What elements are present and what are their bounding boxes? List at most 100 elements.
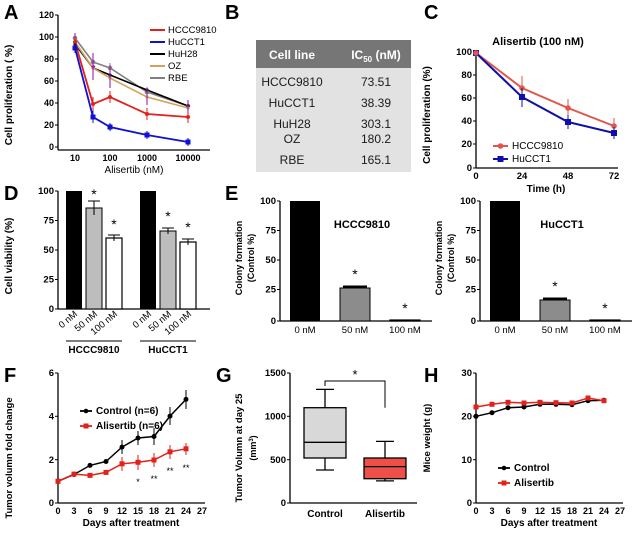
svg-text:3: 3 (489, 506, 494, 516)
svg-text:2: 2 (49, 455, 54, 466)
svg-text:Tumor Volumn at day 25: Tumor Volumn at day 25 (234, 393, 245, 503)
svg-text:*: * (91, 186, 97, 202)
svg-text:HuH28: HuH28 (273, 117, 311, 131)
svg-text:Alisertib (n=6): Alisertib (n=6) (96, 421, 163, 432)
svg-text:100 nM: 100 nM (389, 325, 421, 336)
svg-text:(Control %): (Control %) (446, 234, 456, 283)
svg-text:*: * (136, 477, 140, 487)
svg-text:180.2: 180.2 (361, 132, 391, 146)
svg-text:24: 24 (181, 506, 191, 516)
svg-text:50 nM: 50 nM (542, 325, 568, 336)
svg-text:RBE: RBE (168, 73, 188, 84)
svg-text:500: 500 (270, 455, 286, 466)
svg-text:*: * (552, 278, 558, 294)
svg-text:0: 0 (49, 304, 54, 315)
svg-text:*: * (352, 266, 358, 282)
svg-text:120: 120 (39, 10, 54, 20)
svg-text:15: 15 (133, 506, 143, 516)
svg-text:10: 10 (70, 153, 80, 163)
svg-text:40: 40 (44, 98, 54, 108)
svg-text:IC50 (nM): IC50 (nM) (351, 48, 401, 64)
svg-text:OZ: OZ (168, 61, 181, 72)
svg-text:HuCCT1: HuCCT1 (540, 219, 583, 231)
svg-text:0: 0 (281, 498, 286, 509)
svg-text:**: ** (150, 474, 158, 484)
svg-text:RBE: RBE (280, 153, 305, 167)
svg-text:0: 0 (471, 316, 476, 327)
svg-text:(mm3): (mm3) (248, 435, 258, 460)
svg-text:75: 75 (43, 216, 54, 227)
svg-text:24: 24 (599, 506, 609, 516)
svg-text:10000: 10000 (175, 153, 200, 163)
svg-text:6: 6 (505, 506, 510, 516)
svg-text:**: ** (182, 463, 190, 473)
svg-text:0: 0 (49, 498, 54, 509)
svg-text:Alisertib: Alisertib (365, 509, 405, 520)
svg-text:24: 24 (517, 171, 528, 182)
svg-text:HCCC9810: HCCC9810 (68, 345, 120, 356)
svg-text:1000: 1000 (137, 153, 157, 163)
svg-text:0 nM: 0 nM (294, 325, 315, 336)
svg-text:38.39: 38.39 (361, 96, 391, 110)
svg-text:Control: Control (514, 463, 550, 474)
svg-text:Control: Control (307, 509, 343, 520)
svg-text:*: * (352, 367, 357, 382)
svg-text:**: ** (166, 466, 174, 476)
svg-text:48: 48 (563, 171, 574, 182)
svg-text:3: 3 (71, 506, 76, 516)
svg-text:100: 100 (38, 186, 54, 197)
svg-text:12: 12 (535, 506, 545, 516)
svg-text:50: 50 (265, 255, 276, 266)
svg-text:25: 25 (265, 285, 276, 296)
svg-text:Colony formation: Colony formation (434, 221, 444, 296)
svg-text:60: 60 (461, 93, 472, 104)
svg-text:Cell viability (%): Cell viability (%) (4, 218, 15, 295)
svg-text:15: 15 (551, 506, 561, 516)
svg-text:0: 0 (467, 498, 472, 509)
svg-text:Cell proliferation ( %): Cell proliferation ( %) (4, 45, 15, 146)
svg-text:9: 9 (521, 506, 526, 516)
svg-text:HuH28: HuH28 (168, 49, 198, 60)
svg-text:Days after treatment: Days after treatment (83, 518, 180, 529)
svg-text:*: * (165, 208, 171, 224)
svg-text:HuCCT1: HuCCT1 (148, 345, 188, 356)
svg-text:4: 4 (49, 412, 55, 423)
svg-text:Alisertib (nM): Alisertib (nM) (105, 165, 164, 176)
svg-text:Days after treatment: Days after treatment (501, 518, 598, 529)
svg-text:50 nM: 50 nM (342, 325, 368, 336)
svg-text:21: 21 (583, 506, 593, 516)
svg-text:73.51: 73.51 (361, 75, 391, 89)
svg-text:Alisertib (100 nM): Alisertib (100 nM) (492, 36, 584, 48)
svg-text:100: 100 (460, 196, 476, 207)
svg-text:20: 20 (461, 139, 472, 150)
svg-text:100: 100 (39, 32, 54, 42)
svg-text:27: 27 (197, 506, 207, 516)
svg-text:100: 100 (102, 153, 117, 163)
svg-text:HCCC9810: HCCC9810 (512, 141, 564, 152)
svg-text:Control (n=6): Control (n=6) (96, 406, 159, 417)
svg-text:18: 18 (149, 506, 159, 516)
svg-text:HuCCT1: HuCCT1 (269, 96, 316, 110)
svg-text:0: 0 (473, 171, 478, 182)
svg-text:Colony formation: Colony formation (234, 221, 244, 296)
svg-text:75: 75 (265, 226, 276, 237)
svg-text:21: 21 (165, 506, 175, 516)
svg-text:Cell line: Cell line (269, 48, 315, 62)
svg-text:72: 72 (609, 171, 620, 182)
svg-text:0 nM: 0 nM (494, 325, 515, 336)
svg-text:20: 20 (44, 120, 54, 130)
svg-text:6: 6 (49, 368, 54, 379)
svg-text:*: * (602, 300, 608, 316)
svg-text:40: 40 (461, 116, 472, 127)
svg-text:100: 100 (260, 196, 276, 207)
svg-text:HuCCT1: HuCCT1 (512, 154, 551, 165)
svg-text:60: 60 (44, 76, 54, 86)
svg-text:Mice weight (g): Mice weight (g) (422, 404, 433, 473)
svg-text:50: 50 (43, 245, 54, 256)
svg-text:10: 10 (461, 455, 472, 466)
svg-text:25: 25 (465, 285, 476, 296)
svg-text:30: 30 (461, 368, 472, 379)
svg-text:HCCC9810: HCCC9810 (334, 219, 390, 231)
svg-text:HCCC9810: HCCC9810 (168, 25, 217, 36)
svg-text:1500: 1500 (265, 368, 286, 379)
